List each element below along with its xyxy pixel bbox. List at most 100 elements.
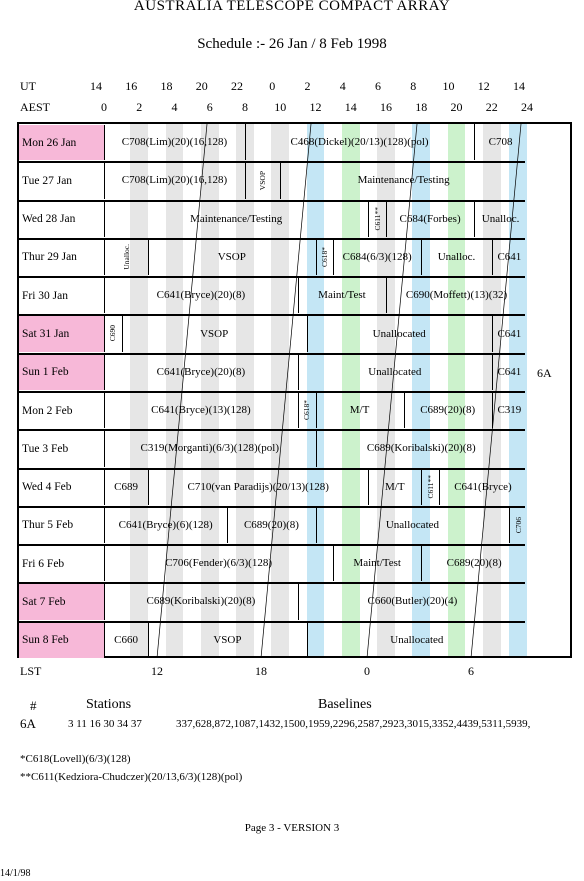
cell-label: C641(Bryce): [454, 480, 512, 493]
cell-divider: [148, 621, 150, 658]
cell-divider: [421, 545, 423, 582]
schedule-cell: C708(Lim)(20)(16,128): [104, 162, 245, 198]
cell-label: Unalloc.: [481, 212, 520, 225]
aest-tick: 0: [101, 100, 107, 114]
cell-divider: [315, 391, 317, 429]
cell-label: Maint/Test: [318, 289, 366, 302]
cell-label: C618*: [302, 400, 312, 421]
cell-divider: [491, 315, 493, 352]
schedule-cell: C689(20)(8): [421, 545, 527, 581]
cell-label: Unalloc.: [121, 244, 131, 270]
schedule-cell: M/T: [368, 469, 421, 505]
cell-divider: [297, 583, 299, 620]
cell-label: C660: [114, 633, 138, 646]
schedule-cell: C706(Fender)(6/3)(128): [104, 545, 333, 581]
shade-stripe: [236, 124, 254, 656]
cell-label: VSOP: [258, 170, 268, 190]
day-label: Tue 27 Jan: [19, 163, 105, 199]
cell-label: Unallocated: [372, 327, 426, 340]
aest-tick: 8: [242, 100, 248, 114]
schedule-cell: Unalloc.: [474, 201, 527, 237]
schedule-cell: C689(20)(8): [227, 507, 315, 543]
cell-label: C708: [488, 136, 513, 149]
cell-label: Unallocated: [390, 633, 444, 646]
cell-label: C641(Bryce)(13)(128): [151, 404, 251, 417]
cell-label: M/T: [349, 404, 370, 417]
ut-tick: 22: [231, 79, 243, 93]
cell-label: C641(Bryce)(6)(128): [118, 518, 213, 531]
cell-divider: [121, 315, 123, 352]
cell-label: M/T: [385, 480, 405, 493]
day-label: Mon 2 Feb: [19, 392, 105, 429]
ut-tick: 4: [339, 79, 346, 93]
cell-label: C710(van Paradijs)(20/13)(128): [187, 480, 329, 493]
cell-label: VSOP: [200, 327, 229, 340]
cell-label: C689: [114, 480, 138, 493]
lst-axis-label: LST: [20, 664, 42, 678]
page-title: AUSTRALIA TELESCOPE COMPACT ARRAY: [133, 0, 451, 14]
cell-label: C706: [513, 516, 523, 534]
lst-tick: 18: [255, 664, 267, 678]
cell-divider: [403, 391, 405, 429]
cell-label: C684(Forbes): [399, 212, 461, 225]
schedule-cell: C708(Lim)(20)(16,128): [104, 124, 245, 160]
schedule-cell: C708: [474, 124, 527, 160]
cell-label: C689(Koribalski)(20)(8): [366, 442, 476, 455]
aest-tick: 20: [450, 100, 463, 114]
schedule-cell: C689(20)(8): [404, 392, 492, 428]
lst-tick: 12: [151, 664, 163, 678]
station-list: 3 11 16 30 34 37: [68, 718, 142, 730]
schedule-cell: C611**: [368, 201, 386, 237]
ut-tick: 14: [513, 79, 525, 93]
schedule-cell: C684(6/3)(128): [333, 239, 421, 275]
day-label: Thur 29 Jan: [19, 239, 105, 276]
footnote-1: *C618(Lovell)(6/3)(128): [20, 753, 131, 765]
aest-tick: 12: [309, 100, 322, 114]
page-subtitle: Schedule :- 26 Jan / 8 Feb 1998: [197, 36, 387, 52]
schedule-cell: VSOP: [148, 622, 307, 658]
schedule-cell: Maintenance/Testing: [280, 162, 527, 198]
schedule-cell: C660(Butler)(20)(4): [298, 583, 527, 619]
schedule-cell: Unalloc.: [421, 239, 492, 275]
cell-label: Maint/Test: [353, 557, 401, 570]
schedule-cell: Maint/Test: [333, 545, 421, 581]
schedule-cell: C684(Forbes): [386, 201, 474, 237]
cell-label: C611**: [425, 474, 435, 499]
schedule-cell: C689(Koribalski)(20)(8): [316, 430, 528, 466]
schedule-cell: M/T: [316, 392, 404, 428]
schedule-cell: C660: [104, 622, 148, 658]
cell-label: C641(Bryce)(20)(8): [156, 365, 246, 378]
day-label: Tue 3 Feb: [19, 431, 105, 467]
ut-tick: 12: [477, 79, 490, 93]
lst-tick: 0: [364, 664, 370, 678]
schedule-cell: C641: [492, 239, 527, 275]
schedule-cell: C641(Bryce)(6)(128): [104, 507, 227, 543]
cell-label: VSOP: [217, 250, 246, 263]
cell-divider: [474, 200, 476, 237]
config-column: 6A: [527, 122, 572, 658]
aest-tick: 4: [171, 100, 178, 114]
schedule-cell: VSOP: [245, 162, 280, 198]
ut-tick: 0: [269, 79, 276, 93]
schedule-cell: C641(Bryce): [439, 469, 527, 505]
day-label: Mon 26 Jan: [19, 125, 105, 161]
shade-stripe: [130, 124, 149, 656]
cell-label: C689(20)(8): [446, 557, 502, 570]
schedule-cell: C690: [104, 315, 122, 351]
config-label: 6A: [537, 366, 552, 380]
cell-label: C611**: [372, 206, 382, 231]
day-label: Sat 7 Feb: [19, 584, 105, 620]
day-label: Sun 1 Feb: [19, 354, 105, 390]
cell-divider: [368, 468, 370, 505]
ut-tick: 14: [90, 79, 102, 93]
cell-divider: [333, 545, 335, 582]
ut-tick: 16: [125, 79, 138, 93]
schedule-cell: C641: [492, 315, 527, 351]
schedule-cell: C618*: [298, 392, 316, 428]
hash-header: #: [30, 698, 37, 713]
cell-label: C689(Koribalski)(20)(8): [146, 595, 256, 608]
cell-divider: [306, 315, 308, 352]
day-label: Thur 5 Feb: [19, 507, 105, 544]
footnote-2: **C611(Kedziora-Chudczer)(20/13,6/3)(128…: [20, 771, 243, 783]
schedule-cell: C618*: [316, 239, 334, 275]
